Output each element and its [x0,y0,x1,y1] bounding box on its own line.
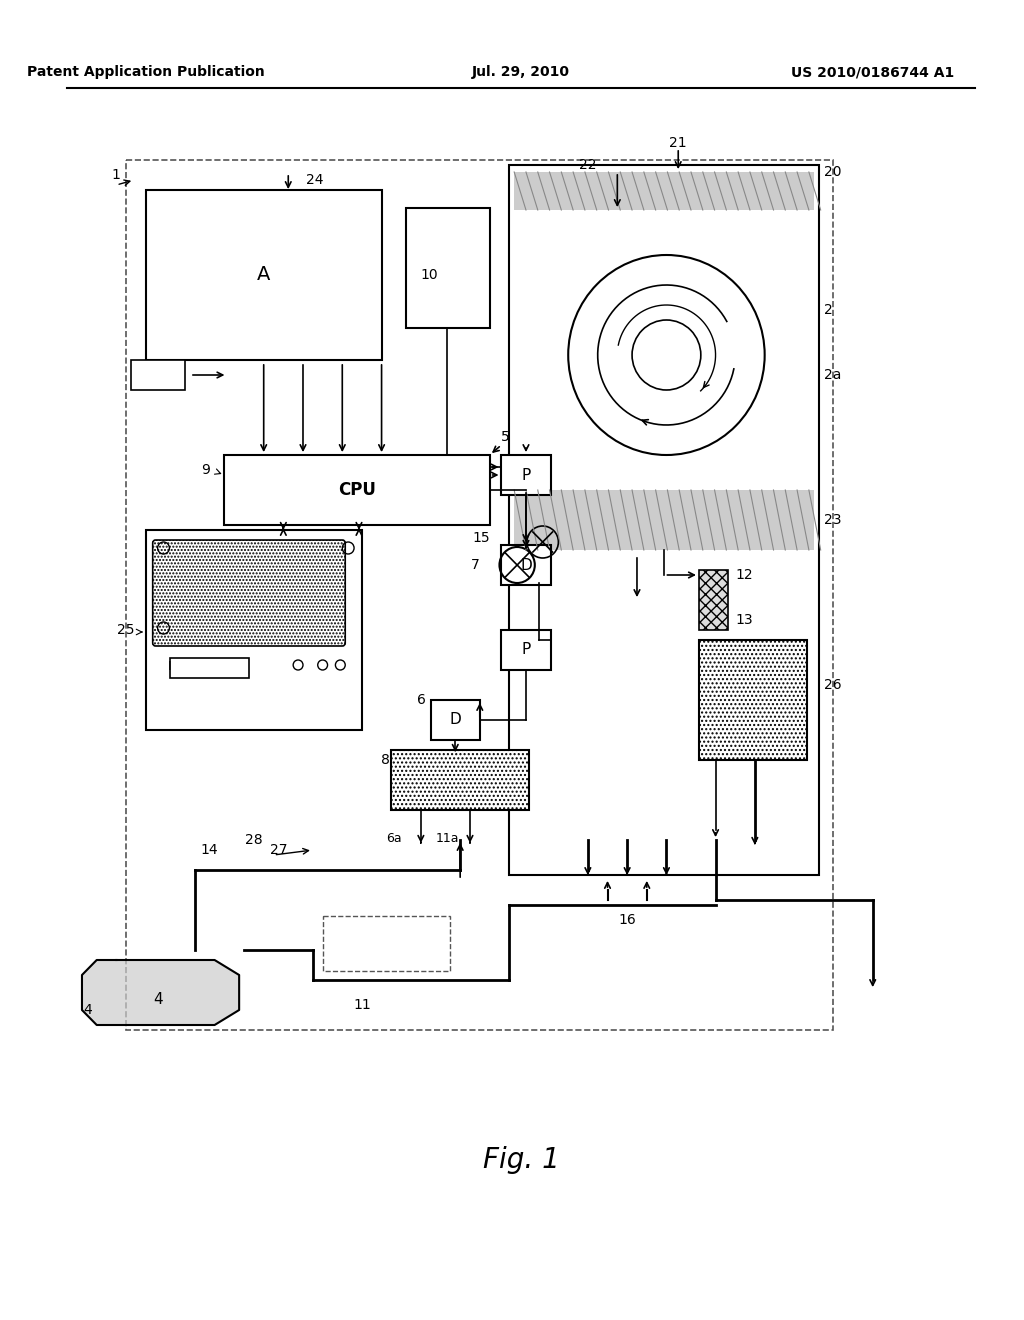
Bar [126,160,834,1030]
Bar [502,630,551,671]
Bar [502,455,551,495]
Bar [401,906,451,945]
Text: 2: 2 [823,304,833,317]
Text: 13: 13 [735,612,753,627]
Bar [514,490,814,550]
Bar [509,165,819,875]
Polygon shape [82,960,240,1026]
Text: 4: 4 [83,1003,92,1016]
Bar [131,360,185,389]
Text: 24: 24 [306,173,324,187]
Text: 21: 21 [670,136,687,150]
Bar [407,209,489,327]
Text: 20: 20 [823,165,841,180]
Text: US 2010/0186744 A1: US 2010/0186744 A1 [792,65,954,79]
Text: D: D [450,713,461,727]
Text: 26: 26 [823,678,842,692]
Text: 28: 28 [245,833,263,847]
Bar [145,531,361,730]
Text: 11a: 11a [435,832,459,845]
Bar [502,545,551,585]
Text: 11: 11 [353,998,371,1012]
Bar [323,916,451,972]
Bar [698,640,807,760]
Text: I: I [168,660,171,672]
Text: P: P [521,643,530,657]
Text: 12: 12 [735,568,753,582]
Bar [431,700,480,741]
Text: Fig. 1: Fig. 1 [482,1146,559,1173]
Text: 1: 1 [112,168,121,182]
Text: 4: 4 [153,993,163,1007]
Text: 22: 22 [580,158,597,172]
Bar [391,750,529,810]
Text: 10: 10 [421,268,438,282]
FancyBboxPatch shape [153,540,345,645]
Text: 14: 14 [201,843,218,857]
Text: 25: 25 [117,623,134,638]
Text: A: A [257,265,270,285]
Text: 27: 27 [269,843,287,857]
Bar [145,190,382,360]
Text: 16: 16 [618,913,636,927]
Bar [170,657,249,678]
Text: Patent Application Publication: Patent Application Publication [27,65,264,79]
Text: D: D [520,557,531,573]
Text: 6: 6 [417,693,426,708]
Text: 8: 8 [381,752,389,767]
Text: 15: 15 [472,531,489,545]
Text: 2a: 2a [823,368,841,381]
Text: CPU: CPU [338,480,376,499]
Text: 23: 23 [823,513,841,527]
Text: 6a: 6a [386,832,402,845]
Text: 9: 9 [201,463,210,477]
Text: Jul. 29, 2010: Jul. 29, 2010 [472,65,570,79]
Bar [698,570,728,630]
Bar [224,455,489,525]
Bar [514,172,814,210]
Text: P: P [521,467,530,483]
Text: 7: 7 [471,558,480,572]
Text: 5: 5 [502,430,510,444]
